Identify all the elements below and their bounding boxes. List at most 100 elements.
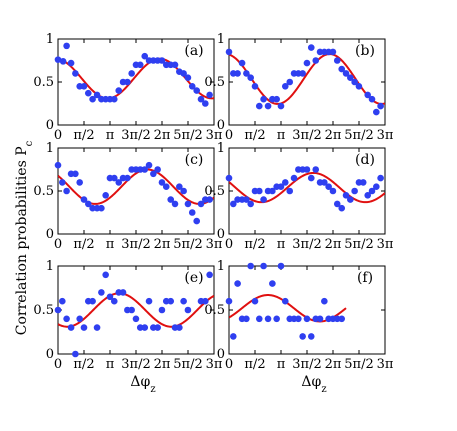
data-point — [98, 289, 105, 296]
data-point — [176, 183, 183, 190]
data-point — [76, 179, 83, 186]
fit-curve — [229, 171, 385, 204]
data-point — [338, 204, 346, 212]
data-point — [167, 196, 175, 203]
data-point — [63, 315, 70, 323]
y-tick-label: 1 — [46, 32, 54, 47]
panel-label: (d) — [355, 152, 375, 168]
data-point — [281, 83, 289, 90]
data-point — [72, 350, 79, 358]
panel-label: (a) — [184, 43, 203, 59]
data-point — [243, 70, 250, 77]
x-tick-label: 3π/2 — [292, 237, 321, 252]
data-point — [225, 48, 233, 56]
x-tick-label: π/2 — [244, 357, 265, 372]
x-tick-label: 0 — [225, 237, 233, 252]
data-point — [115, 179, 123, 186]
data-point — [303, 166, 311, 173]
data-point — [158, 57, 166, 64]
data-point — [269, 187, 276, 195]
data-point — [255, 187, 263, 195]
data-point — [59, 297, 66, 305]
data-point — [162, 183, 170, 190]
data-point — [141, 324, 149, 331]
data-point — [141, 52, 149, 60]
data-point — [128, 70, 135, 77]
data-point — [180, 297, 187, 305]
data-point — [184, 200, 192, 208]
data-point — [206, 196, 213, 203]
data-point — [307, 174, 315, 182]
data-point — [93, 91, 101, 99]
x-tick-label: π/2 — [73, 357, 94, 372]
data-point — [342, 70, 350, 77]
data-point — [80, 196, 88, 203]
y-tick-label: 0 — [46, 118, 54, 133]
x-tick-label: 3π — [377, 128, 394, 143]
data-point — [167, 297, 175, 305]
data-point — [303, 59, 311, 67]
data-point — [154, 166, 161, 173]
data-point — [188, 209, 196, 216]
data-point — [184, 306, 192, 314]
data-point — [193, 87, 201, 94]
data-point — [329, 48, 337, 56]
x-tick-label: π — [277, 128, 286, 143]
data-point — [188, 83, 196, 90]
data-point — [225, 174, 233, 182]
data-point — [273, 315, 280, 323]
data-point — [110, 297, 118, 305]
data-point — [316, 315, 324, 323]
x-axis-label-right: Δφz — [301, 374, 326, 395]
data-point — [264, 102, 272, 110]
data-point — [273, 95, 280, 103]
y-axis-label: Correlation probabilities Pc — [14, 140, 35, 335]
y-tick-label: 0.5 — [204, 75, 225, 90]
data-point — [377, 174, 384, 182]
data-point — [251, 83, 259, 90]
y-tick-label: 1 — [46, 259, 54, 274]
y-tick-label: 1 — [217, 259, 225, 274]
y-tick-label: 0 — [217, 227, 225, 242]
data-point — [238, 59, 246, 67]
y-tick-label: 0 — [217, 118, 225, 133]
x-tick-label: 0 — [54, 357, 62, 372]
data-point — [63, 187, 70, 195]
fit-curve — [58, 292, 214, 328]
x-tick-label: π — [277, 357, 286, 372]
data-point — [59, 58, 67, 65]
data-point — [84, 200, 92, 208]
data-point — [150, 170, 157, 178]
panel-label: (c) — [185, 152, 204, 168]
data-point — [260, 196, 267, 203]
data-point — [154, 324, 161, 331]
x-tick-label: 2π — [325, 237, 342, 252]
x-tick-label: π/2 — [244, 128, 265, 143]
data-point — [333, 57, 341, 64]
data-point — [206, 271, 213, 279]
panel-label: (b) — [355, 43, 375, 59]
data-point — [89, 297, 96, 305]
data-point — [230, 200, 237, 208]
data-point — [54, 161, 62, 169]
data-point — [72, 170, 79, 178]
data-point — [54, 306, 62, 314]
data-point — [136, 61, 144, 69]
data-point — [368, 187, 376, 195]
x-tick-label: 5π/2 — [173, 237, 202, 252]
x-tick-label: 0 — [54, 128, 62, 143]
x-tick-label: 5π/2 — [344, 128, 373, 143]
x-tick-label: 5π/2 — [173, 128, 202, 143]
data-point — [76, 315, 83, 323]
x-tick-label: π — [106, 128, 115, 143]
data-point — [281, 297, 289, 305]
x-tick-label: 2π — [154, 237, 171, 252]
data-point — [312, 57, 320, 64]
data-point — [180, 70, 187, 77]
data-point — [67, 324, 75, 331]
data-point — [247, 262, 254, 270]
